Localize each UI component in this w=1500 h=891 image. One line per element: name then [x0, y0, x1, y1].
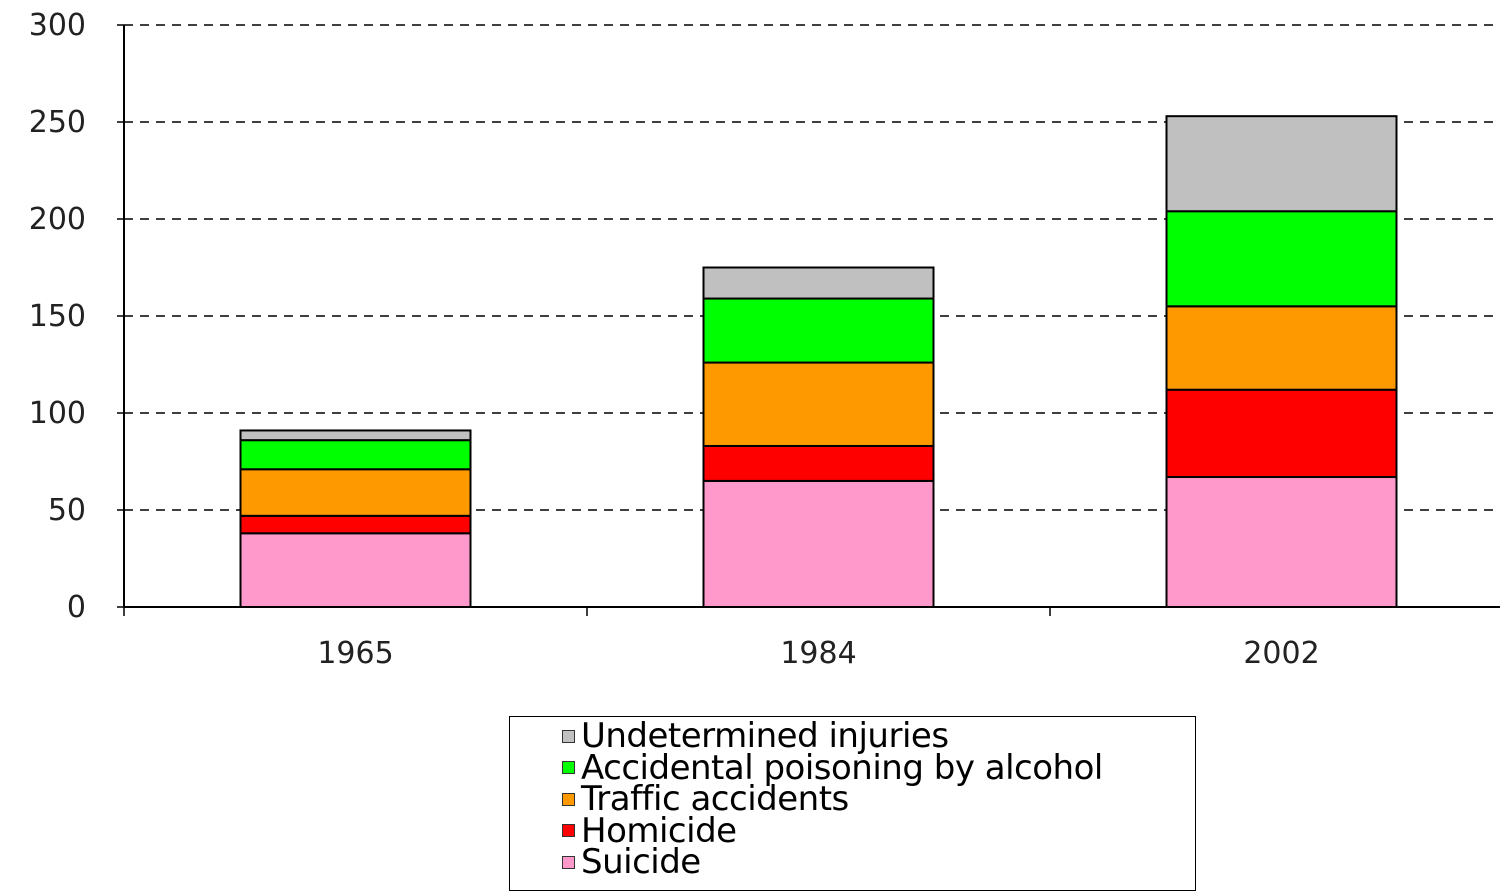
bar-segment-suicide [239, 532, 472, 609]
legend-item: Accidental poisoning by alcohol [562, 747, 1103, 788]
legend: Undetermined injuries Accidental poisonin… [509, 716, 1196, 891]
bar-segment-undetermined-injuries [702, 266, 935, 300]
x-tick-labels: 1965 1984 2002 [317, 636, 1319, 671]
y-tick-label: 100 [29, 396, 86, 431]
legend-item: Homicide [562, 810, 737, 851]
bar-segment-homicide [702, 444, 935, 482]
legend-label: Traffic accidents [581, 779, 849, 819]
legend-item: Suicide [562, 842, 701, 882]
legend-label: Accidental poisoning by alcohol [581, 747, 1103, 788]
legend-label: Suicide [581, 842, 701, 882]
legend-label: Homicide [581, 810, 737, 851]
y-tick-label: 300 [29, 8, 86, 43]
legend-swatch [562, 824, 575, 837]
legend-label: Undetermined injuries [581, 716, 949, 756]
legend-item: Undetermined injuries [562, 716, 949, 756]
bar-segment-suicide [702, 479, 935, 608]
y-tick-label: 50 [48, 493, 86, 528]
y-tick-label: 200 [29, 202, 86, 237]
bar-segment-undetermined-injuries [239, 429, 472, 442]
bars [239, 115, 1398, 609]
legend-swatch [562, 761, 575, 774]
legend-swatch [562, 729, 575, 743]
bar-segment-homicide [239, 514, 472, 535]
bar-segment-accidental-poisoning-by-alcohol [1165, 210, 1398, 308]
bar-segment-undetermined-injuries [1165, 115, 1398, 213]
y-tick-label: 250 [29, 105, 86, 140]
legend-item: Traffic accidents [562, 779, 849, 819]
axes [117, 24, 1500, 616]
bar-segment-homicide [1165, 388, 1398, 479]
legend-swatch [562, 855, 575, 869]
stacked-bar-chart: 0 50 100 150 200 250 300 1965 1984 2002 [29, 8, 1500, 671]
bar-segment-traffic-accidents [1165, 305, 1398, 391]
legend-swatch [562, 792, 575, 806]
x-tick-label: 1984 [780, 636, 856, 671]
y-tick-label: 150 [29, 299, 86, 334]
y-tick-labels: 0 50 100 150 200 250 300 [29, 8, 86, 625]
bar-segment-traffic-accidents [239, 468, 472, 517]
y-tick-label: 0 [67, 590, 86, 625]
bar-segment-accidental-poisoning-by-alcohol [239, 439, 472, 471]
bar-segment-accidental-poisoning-by-alcohol [702, 297, 935, 364]
bar-segment-suicide [1165, 476, 1398, 608]
bar-segment-traffic-accidents [702, 361, 935, 447]
x-tick-label: 2002 [1243, 636, 1319, 671]
x-tick-label: 1965 [317, 636, 393, 671]
